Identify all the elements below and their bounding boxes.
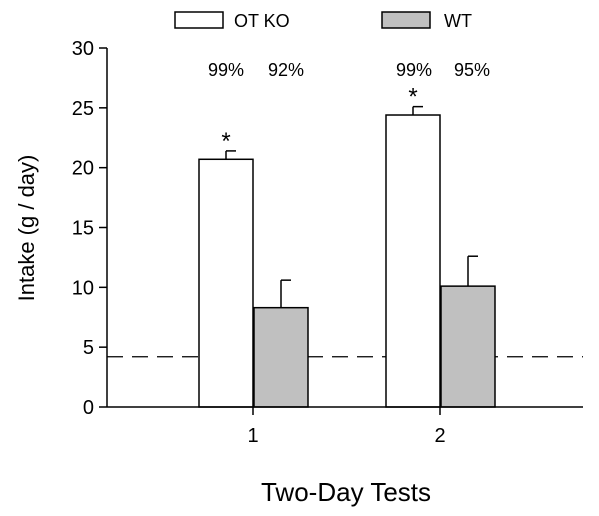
y-tick-label-25: 25 bbox=[72, 98, 94, 120]
significance-star-1: * bbox=[221, 128, 230, 155]
bar-ot-ko-2 bbox=[385, 114, 441, 408]
plot-area: * * 0 5 10 15 20 25 30 1 2 bbox=[72, 38, 583, 447]
significance-star-2: * bbox=[408, 84, 417, 111]
y-tick-label-20: 20 bbox=[72, 158, 94, 180]
y-tick-label-15: 15 bbox=[72, 218, 94, 240]
bar-ot-ko-1 bbox=[198, 158, 254, 408]
x-tick-label-1: 1 bbox=[247, 425, 258, 447]
x-axis-title: Two-Day Tests bbox=[261, 477, 431, 507]
legend: OT KO WT bbox=[174, 11, 472, 31]
legend-swatch-wt bbox=[381, 11, 431, 29]
percent-label-1-otko: 99% bbox=[208, 60, 244, 80]
percent-label-2-wt: 95% bbox=[454, 60, 490, 80]
y-tick-label-30: 30 bbox=[72, 38, 94, 60]
bar-wt-2 bbox=[440, 285, 496, 408]
legend-label-wt: WT bbox=[444, 11, 472, 31]
percent-label-2-otko: 99% bbox=[396, 60, 432, 80]
y-axis-title: Intake (g / day) bbox=[14, 155, 39, 302]
y-tick-label-10: 10 bbox=[72, 277, 94, 299]
y-tick-label-5: 5 bbox=[83, 337, 94, 359]
legend-label-otko: OT KO bbox=[234, 11, 290, 31]
bar-wt-1 bbox=[253, 306, 309, 408]
x-tick-label-2: 2 bbox=[434, 425, 445, 447]
percent-label-1-wt: 92% bbox=[268, 60, 304, 80]
y-tick-label-0: 0 bbox=[83, 397, 94, 419]
legend-swatch-otko bbox=[174, 11, 224, 29]
